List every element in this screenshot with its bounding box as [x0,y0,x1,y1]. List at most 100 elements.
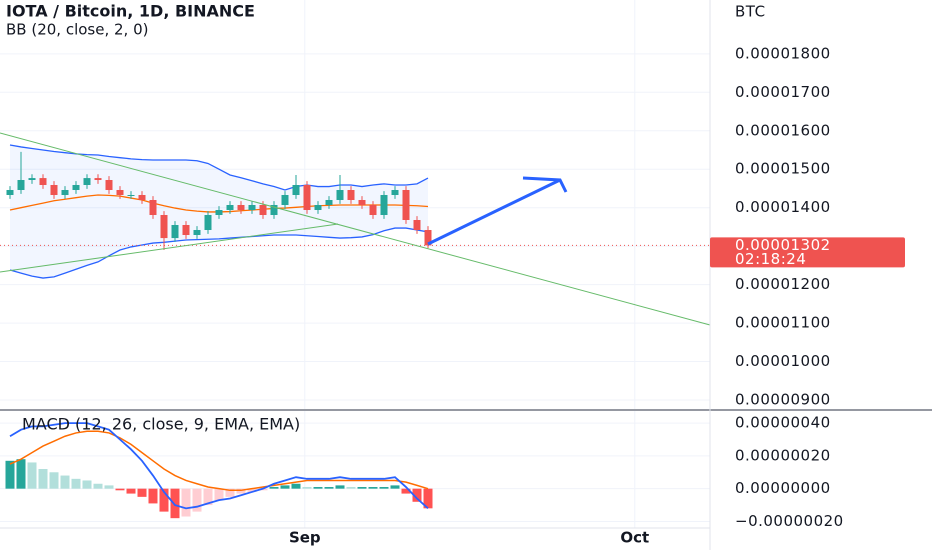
y-tick-label: 0.00001700 [735,83,831,101]
candle-body [28,178,36,180]
histogram-bar [225,488,235,497]
candle-body [380,195,388,215]
y-tick-label: 0.00000020 [735,446,831,464]
x-tick-label: Sep [289,529,321,547]
candle-body [171,225,179,239]
y-tick-label: 0.00001600 [735,121,831,139]
histogram-bar [379,487,389,489]
candle-body [61,190,69,195]
candle-body [127,195,135,196]
histogram-bar [368,487,378,489]
candle-body [292,185,300,195]
candle-body [6,190,14,195]
trend-line [0,223,339,273]
histogram-bar [203,488,213,506]
y-tick-label: 0.00001800 [735,44,831,62]
histogram-bar [38,469,48,489]
histogram-bar [302,487,312,489]
bb-lower [9,227,429,279]
histogram-bar [247,488,257,492]
candle-body [72,185,80,190]
candle-body [314,205,322,210]
candle-body [303,185,311,210]
y-tick-label: 0.00000040 [735,414,831,432]
candle-body [39,178,47,185]
histogram-bar [390,485,400,489]
histogram-bar [16,459,26,489]
candle-body [105,180,113,190]
candle-body [226,205,234,210]
axes: Sep Oct 0.00000900 0.00001000 0.00001100 0.00… [289,44,905,547]
candle-body [281,195,289,205]
chart-title: IOTA / Bitcoin, 1D, BINANCE [6,2,255,21]
histogram-bar [159,488,169,512]
last-price-tag [710,237,905,268]
candle-body [83,178,91,185]
candle-body [248,205,256,210]
candle-body [270,205,278,215]
y-tick-label: 0.00001400 [735,198,831,216]
y-tick-label: 0.00001100 [735,314,831,332]
histogram-bar [324,487,334,489]
histogram-bar [60,475,70,489]
histogram-bar [93,483,103,489]
histogram-bar [27,462,37,489]
histogram-bar [346,487,356,489]
signal-line [9,430,429,492]
candle-body [50,185,58,195]
histogram-bar [412,488,422,502]
histogram-bar [236,488,246,494]
candle-body [413,220,421,230]
candle-body [391,190,399,195]
histogram-bar [192,488,202,512]
plot [0,144,710,519]
candle-body [17,180,25,190]
histogram-bar [357,487,367,489]
histogram-bar [126,488,136,494]
candle-body [204,215,212,230]
histogram-bar [280,485,290,489]
arrow-line [427,178,561,246]
candle-body [182,225,190,235]
y-tick-label: 0.00001200 [735,275,831,293]
candle-body [94,178,102,180]
candle-body [347,190,355,200]
histogram-bar [137,488,147,497]
y-tick-label: 0.00001500 [735,160,831,178]
axis-unit: BTC [735,3,766,21]
candle-body [138,195,146,200]
candle-body [424,230,432,246]
trend-line [0,132,711,326]
histogram-bar [115,488,125,491]
candle-body [325,200,333,205]
histogram-bar [5,460,15,489]
histogram-bar [291,483,301,489]
candle-body [358,200,366,205]
histogram-bar [423,488,433,509]
candle-body [369,205,377,215]
macd-line [9,422,429,510]
indicator-label: MACD (12, 26, close, 9, EMA, EMA) [22,415,300,434]
countdown-label: 02:18:24 [735,250,806,268]
candle-body [237,205,245,210]
histogram-bar [335,485,345,489]
candle-body [259,205,267,215]
histogram-bar [49,472,59,489]
candle-body [149,200,157,215]
candle-body [116,190,124,195]
candle-body [193,230,201,235]
y-tick-label: 0.00000900 [735,391,831,409]
histogram-bar [170,488,180,519]
candle-body [402,190,410,220]
y-tick-label: 0.00000000 [735,479,831,497]
candle-body [160,215,168,239]
indicator-label: BB (20, close, 2, 0) [6,21,148,39]
histogram-bar [104,485,114,489]
histogram-bar [313,487,323,489]
histogram-bar [71,478,81,489]
x-tick-label: Oct [620,529,649,547]
candle-body [336,190,344,200]
